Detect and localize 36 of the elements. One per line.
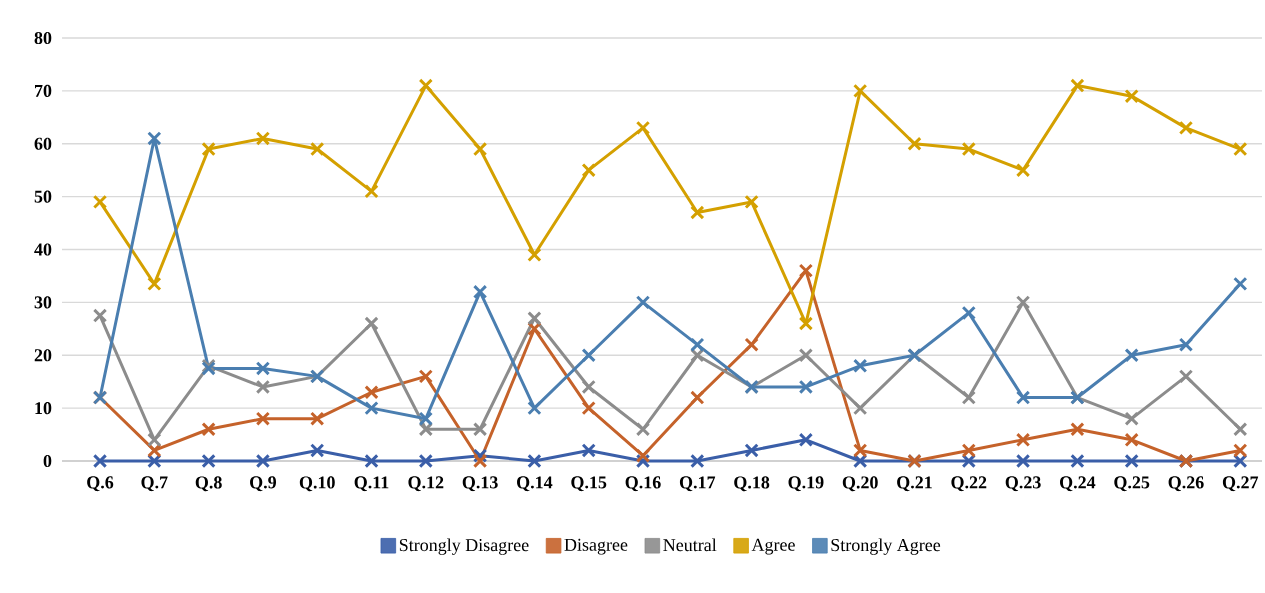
y-tick-label: 10 bbox=[35, 402, 52, 415]
x-tick-label: Q.20 bbox=[842, 476, 878, 492]
x-tick-label: Q.18 bbox=[734, 476, 770, 492]
x-tick-label: Q.7 bbox=[141, 476, 168, 492]
x-tick-label: Q.26 bbox=[1168, 476, 1204, 492]
legend-label: Agree bbox=[751, 538, 795, 555]
x-tick-label: Q.15 bbox=[571, 476, 607, 492]
y-tick-label: 0 bbox=[43, 454, 52, 468]
x-tick-label: Q.9 bbox=[250, 476, 277, 492]
y-tick-label: 20 bbox=[34, 349, 52, 362]
x-tick-label: Q.24 bbox=[1060, 476, 1096, 492]
x-tick-label: Q.16 bbox=[625, 476, 661, 492]
legend-label: Strongly Disagree bbox=[399, 538, 529, 555]
legend-label: Strongly Agree bbox=[831, 538, 941, 555]
x-tick-label: Q.23 bbox=[1005, 476, 1041, 492]
legend-label: Neutral bbox=[663, 538, 717, 552]
x-tick-label: Q.11 bbox=[354, 476, 389, 492]
x-tick-label: Q.25 bbox=[1114, 476, 1150, 492]
legend-label: Disagree bbox=[564, 538, 628, 555]
y-tick-label: 50 bbox=[34, 190, 52, 203]
x-tick-label: Q.22 bbox=[951, 476, 987, 492]
x-tick-label: Q.12 bbox=[408, 476, 444, 492]
y-tick-label: 30 bbox=[34, 296, 52, 309]
x-tick-label: Q.13 bbox=[462, 476, 498, 492]
x-tick-label: Q.6 bbox=[87, 476, 114, 492]
x-tick-label: Q.8 bbox=[195, 476, 222, 492]
x-tick-label: Q.17 bbox=[679, 476, 716, 492]
x-tick-label: Q.27 bbox=[1222, 476, 1259, 492]
x-tick-label: Q.14 bbox=[517, 476, 553, 492]
x-tick-label: Q.21 bbox=[897, 476, 932, 492]
y-tick-label: 60 bbox=[34, 137, 52, 150]
y-tick-label: 70 bbox=[35, 84, 52, 97]
x-tick-label: Q.19 bbox=[788, 476, 824, 492]
y-tick-label: 40 bbox=[34, 243, 52, 256]
y-tick-label: 80 bbox=[34, 31, 52, 45]
x-tick-label: Q.10 bbox=[299, 476, 335, 492]
